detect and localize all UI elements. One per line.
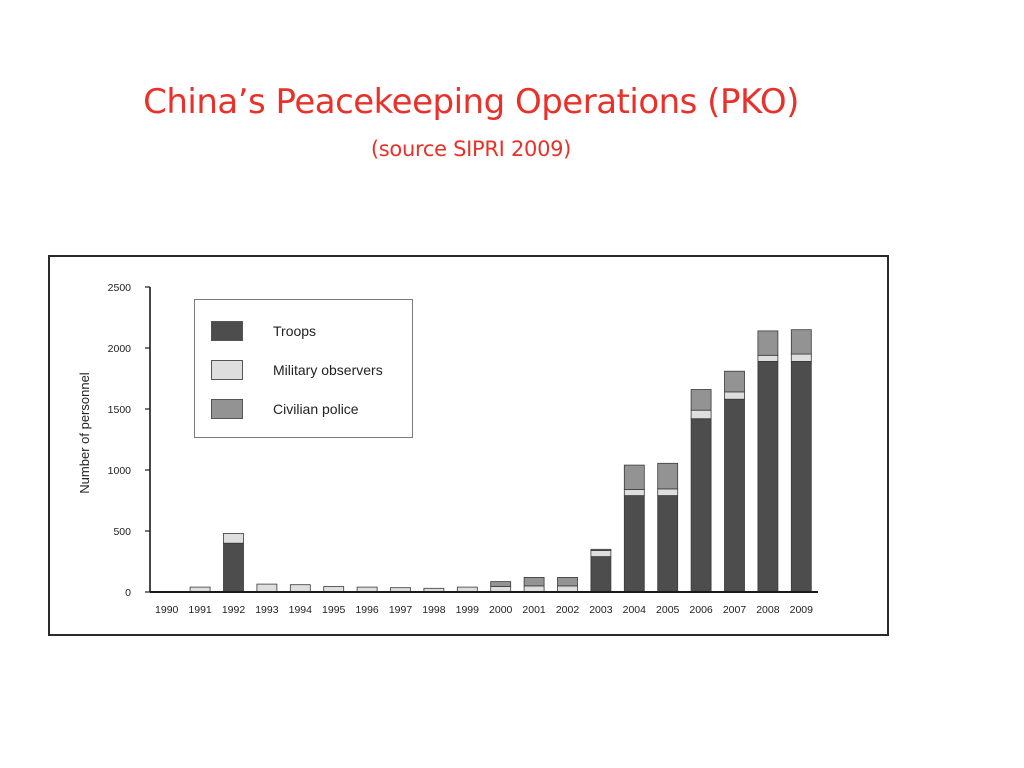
x-tick-label: 2004 [623, 604, 647, 616]
bar-segment-civilian-police-2004 [623, 464, 645, 490]
y-axis-label: Number of personnel [77, 372, 92, 494]
bar-segment-civilian-police-2007 [724, 370, 745, 393]
chart-frame [48, 255, 889, 636]
legend-label-military-observers: Military observers [273, 362, 383, 378]
bar-segment-military-observers-2006 [690, 409, 712, 420]
bar-segment-military-observers-2005 [657, 488, 679, 496]
bar-segment-troops-2004 [623, 495, 645, 593]
bar-segment-civilian-police-2002 [557, 577, 578, 587]
x-tick-label: 1996 [355, 604, 379, 616]
x-tick-label: 2007 [723, 604, 747, 616]
bar-segment-civilian-police-2009 [790, 329, 812, 355]
bar-segment-troops-2003 [590, 556, 612, 593]
x-tick-label: 2009 [790, 604, 814, 616]
bar-segment-military-observers-1992 [223, 533, 244, 544]
legend-label-civilian-police: Civilian police [273, 401, 359, 417]
x-tick-label: 2006 [689, 604, 713, 616]
bar-segment-troops-2009 [790, 360, 812, 593]
bar-segment-civilian-police-2003 [590, 548, 612, 551]
axis-layer [145, 286, 818, 593]
bar-segment-military-observers-2007 [724, 391, 745, 400]
x-tick-label: 1992 [222, 604, 246, 616]
x-tick-label: 1998 [422, 604, 446, 616]
bar-segment-troops-2005 [657, 495, 679, 593]
x-tick-label: 2002 [556, 604, 580, 616]
bar-segment-troops-2008 [757, 360, 779, 593]
bar-segment-troops-2006 [690, 418, 712, 593]
x-tick-label: 1994 [289, 604, 313, 616]
bar-segment-troops-1992 [223, 542, 244, 593]
x-tick-label: 1999 [456, 604, 480, 616]
label-layer: 1990 1991 1992 1993 1994 1995 1996 1997 1998 1999… [77, 282, 813, 616]
x-tick-label: 1995 [322, 604, 346, 616]
legend-item-civilian-police: Civilian police [211, 398, 359, 420]
x-tick-label: 1993 [255, 604, 279, 616]
x-tick-label: 1991 [188, 604, 212, 616]
bar-segment-military-observers-2008 [757, 354, 779, 362]
legend-swatch-military-observers [211, 360, 243, 380]
bar-segment-military-observers-1993 [256, 583, 278, 593]
bar-segment-civilian-police-2005 [657, 462, 679, 490]
bar-segment-military-observers-2009 [790, 353, 812, 362]
legend-item-military-observers: Military observers [211, 359, 383, 381]
bar-segment-civilian-police-2008 [757, 330, 779, 356]
slide-title: China’s Peacekeeping Operations (PKO) [143, 82, 799, 122]
bar-segment-military-observers-1994 [289, 584, 311, 593]
y-tick-label: 2000 [108, 343, 132, 355]
x-tick-label: 2001 [522, 604, 546, 616]
x-tick-label: 2005 [656, 604, 680, 616]
legend-swatch-civilian-police [211, 399, 243, 419]
slide-subtitle: (source SIPRI 2009) [370, 137, 572, 161]
bars-layer [156, 329, 812, 593]
bar-segment-troops-2007 [724, 398, 745, 593]
bar-segment-military-observers-2004 [623, 489, 645, 496]
bar-segment-civilian-police-2006 [690, 389, 712, 411]
x-tick-label: 1990 [155, 604, 179, 616]
y-tick-label: 0 [125, 587, 131, 599]
y-tick-label: 2500 [108, 282, 132, 294]
legend-swatch-troops [211, 321, 243, 341]
legend-label-troops: Troops [273, 323, 317, 339]
chart-legend: Troops Military observers Civilian polic… [194, 299, 413, 438]
bar-segment-civilian-police-2001 [523, 577, 545, 587]
legend-item-troops: Troops [211, 320, 316, 342]
bar-segment-military-observers-2003 [590, 550, 612, 557]
y-tick-label: 1500 [108, 404, 132, 416]
x-tick-label: 2000 [489, 604, 513, 616]
y-tick-label: 500 [113, 526, 131, 538]
y-tick-label: 1000 [108, 465, 132, 477]
x-tick-label: 2008 [756, 604, 780, 616]
x-tick-label: 1997 [389, 604, 413, 616]
bar-segment-civilian-police-2000 [490, 581, 512, 587]
x-tick-label: 2003 [589, 604, 613, 616]
